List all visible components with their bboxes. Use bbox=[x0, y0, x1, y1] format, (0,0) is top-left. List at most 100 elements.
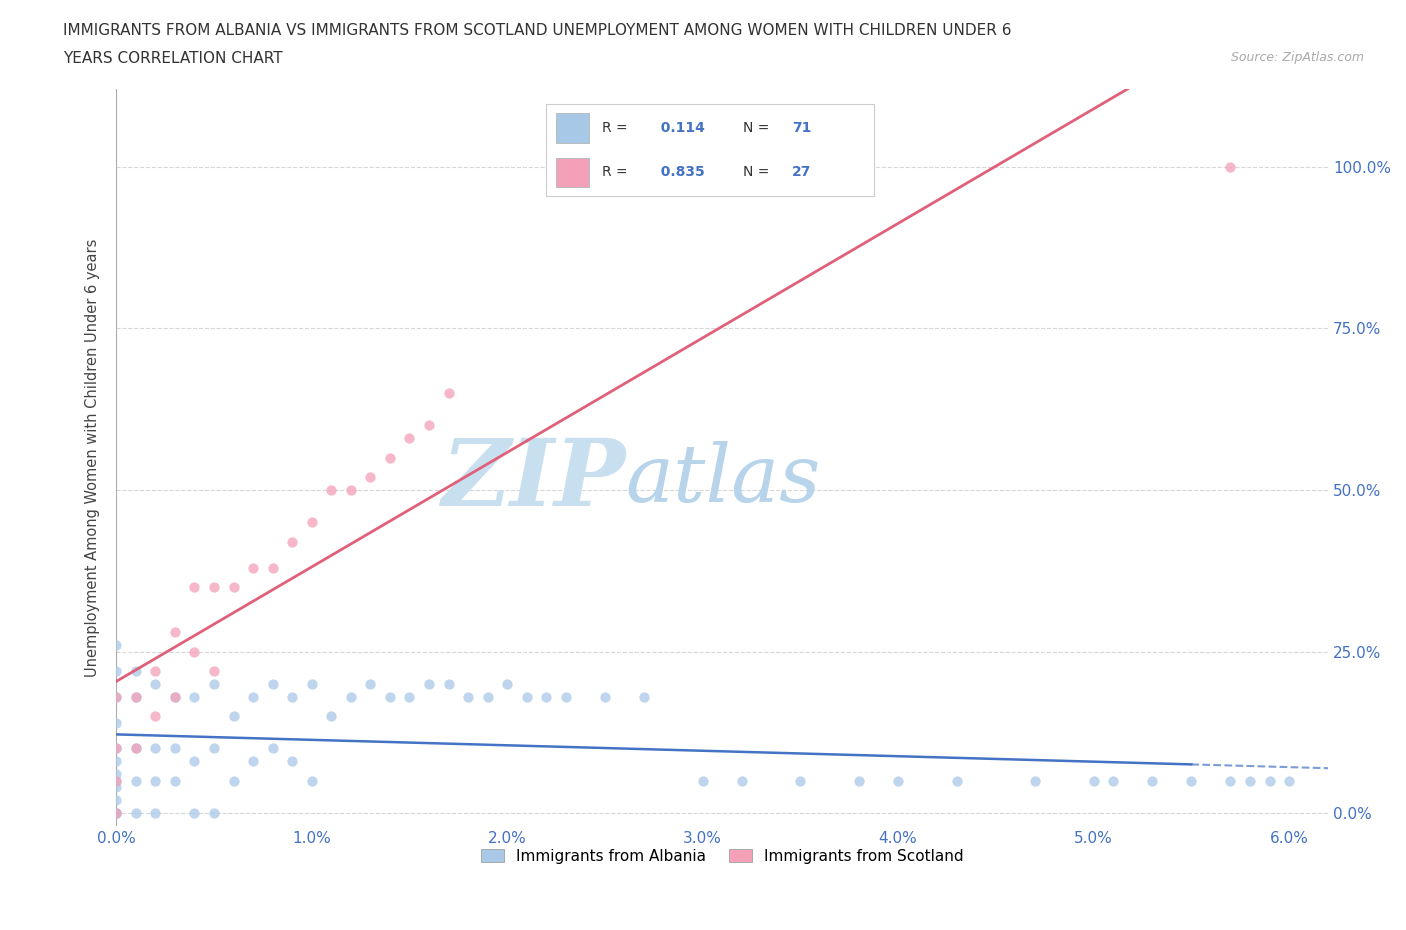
Point bbox=[359, 470, 381, 485]
Point bbox=[1278, 774, 1301, 789]
Point bbox=[183, 579, 205, 594]
Point bbox=[593, 689, 616, 704]
Point bbox=[125, 741, 148, 756]
Point bbox=[183, 644, 205, 659]
Point bbox=[105, 805, 128, 820]
Point bbox=[242, 754, 264, 769]
Point bbox=[536, 689, 558, 704]
Point bbox=[281, 754, 304, 769]
Point bbox=[945, 774, 967, 789]
Text: Source: ZipAtlas.com: Source: ZipAtlas.com bbox=[1230, 51, 1364, 64]
Point bbox=[163, 625, 186, 640]
Point bbox=[183, 689, 205, 704]
Point bbox=[202, 741, 225, 756]
Point bbox=[242, 689, 264, 704]
Point bbox=[457, 689, 479, 704]
Text: ZIP: ZIP bbox=[441, 435, 626, 525]
Point bbox=[633, 689, 655, 704]
Point bbox=[145, 741, 167, 756]
Point bbox=[125, 805, 148, 820]
Point bbox=[301, 515, 323, 530]
Point bbox=[477, 689, 499, 704]
Point bbox=[105, 715, 128, 730]
Point bbox=[789, 774, 811, 789]
Point bbox=[105, 805, 128, 820]
Point bbox=[125, 774, 148, 789]
Point bbox=[1024, 774, 1046, 789]
Point bbox=[1239, 774, 1261, 789]
Point bbox=[163, 774, 186, 789]
Point bbox=[105, 792, 128, 807]
Point bbox=[105, 741, 128, 756]
Point bbox=[262, 560, 284, 575]
Point bbox=[145, 805, 167, 820]
Point bbox=[202, 663, 225, 678]
Point bbox=[418, 418, 440, 432]
Point bbox=[321, 709, 343, 724]
Point bbox=[692, 774, 714, 789]
Point bbox=[1258, 774, 1281, 789]
Point bbox=[1219, 160, 1241, 175]
Point bbox=[105, 774, 128, 789]
Y-axis label: Unemployment Among Women with Children Under 6 years: Unemployment Among Women with Children U… bbox=[86, 238, 100, 677]
Point bbox=[1219, 774, 1241, 789]
Point bbox=[301, 676, 323, 691]
Point bbox=[418, 676, 440, 691]
Point bbox=[731, 774, 754, 789]
Point bbox=[105, 754, 128, 769]
Point bbox=[848, 774, 870, 789]
Point bbox=[222, 579, 245, 594]
Point bbox=[145, 774, 167, 789]
Point bbox=[281, 534, 304, 549]
Point bbox=[398, 431, 420, 445]
Point bbox=[183, 805, 205, 820]
Point bbox=[105, 638, 128, 653]
Text: atlas: atlas bbox=[626, 441, 821, 519]
Point bbox=[202, 805, 225, 820]
Point bbox=[378, 450, 401, 465]
Point bbox=[163, 689, 186, 704]
Point bbox=[145, 663, 167, 678]
Point bbox=[125, 663, 148, 678]
Point bbox=[163, 689, 186, 704]
Point bbox=[105, 767, 128, 782]
Point bbox=[398, 689, 420, 704]
Point bbox=[1102, 774, 1125, 789]
Point bbox=[301, 774, 323, 789]
Point bbox=[105, 663, 128, 678]
Point bbox=[437, 386, 460, 401]
Point bbox=[262, 676, 284, 691]
Point bbox=[125, 689, 148, 704]
Point bbox=[437, 676, 460, 691]
Point bbox=[105, 689, 128, 704]
Point bbox=[222, 774, 245, 789]
Point bbox=[202, 676, 225, 691]
Point bbox=[145, 709, 167, 724]
Point bbox=[1142, 774, 1164, 789]
Text: YEARS CORRELATION CHART: YEARS CORRELATION CHART bbox=[63, 51, 283, 66]
Point bbox=[183, 754, 205, 769]
Point bbox=[105, 805, 128, 820]
Point bbox=[262, 741, 284, 756]
Point bbox=[163, 741, 186, 756]
Point bbox=[321, 483, 343, 498]
Point bbox=[359, 676, 381, 691]
Point bbox=[125, 741, 148, 756]
Point bbox=[516, 689, 538, 704]
Point bbox=[1083, 774, 1105, 789]
Point bbox=[125, 689, 148, 704]
Point bbox=[105, 741, 128, 756]
Point bbox=[340, 689, 363, 704]
Point bbox=[222, 709, 245, 724]
Point bbox=[554, 689, 576, 704]
Point bbox=[145, 676, 167, 691]
Point bbox=[105, 774, 128, 789]
Point bbox=[1180, 774, 1202, 789]
Point bbox=[378, 689, 401, 704]
Point bbox=[340, 483, 363, 498]
Point bbox=[496, 676, 519, 691]
Point bbox=[105, 779, 128, 794]
Point bbox=[202, 579, 225, 594]
Point bbox=[105, 805, 128, 820]
Point bbox=[242, 560, 264, 575]
